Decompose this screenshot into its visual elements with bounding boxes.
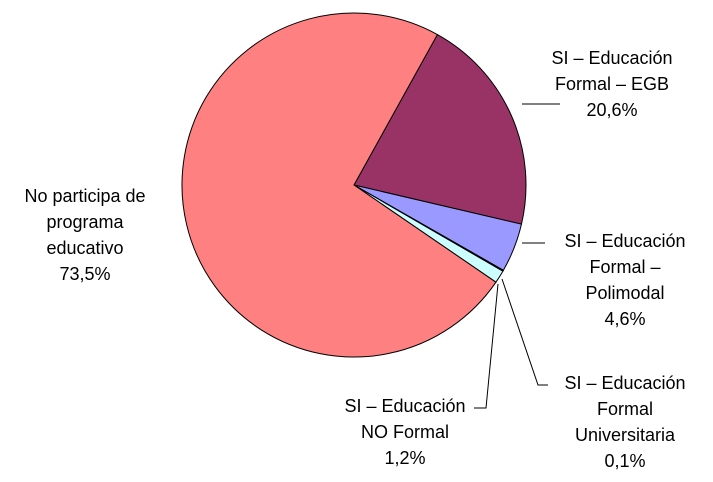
slice-label: SI – Educación Formal – Polimodal 4,6% — [555, 228, 695, 332]
value-label: 20,6% — [586, 100, 638, 120]
slice-label: No participa de programa educativo 73,5% — [15, 183, 155, 287]
leader-line — [474, 283, 499, 409]
value-label: 1,2% — [384, 448, 426, 468]
slice-label: SI – Educación Formal – EGB 20,6% — [542, 45, 682, 123]
slice-label: SI – Educación NO Formal 1,2% — [335, 393, 475, 471]
slice-label: SI – Educación Formal Universitaria 0,1% — [555, 370, 695, 474]
pie-slice — [353, 33, 527, 225]
category-label: SI – Educación Formal – EGB — [551, 48, 673, 94]
pie-slice — [181, 12, 497, 358]
category-label: SI – Educación NO Formal — [344, 396, 466, 442]
value-label: 0,1% — [604, 451, 646, 471]
leader-line — [501, 278, 548, 386]
value-label: 73,5% — [59, 264, 111, 284]
category-label: No participa de programa educativo — [24, 186, 146, 258]
value-label: 4,6% — [604, 309, 646, 329]
category-label: SI – Educación Formal Universitaria — [564, 373, 686, 445]
category-label: SI – Educación Formal – Polimodal — [564, 231, 686, 303]
